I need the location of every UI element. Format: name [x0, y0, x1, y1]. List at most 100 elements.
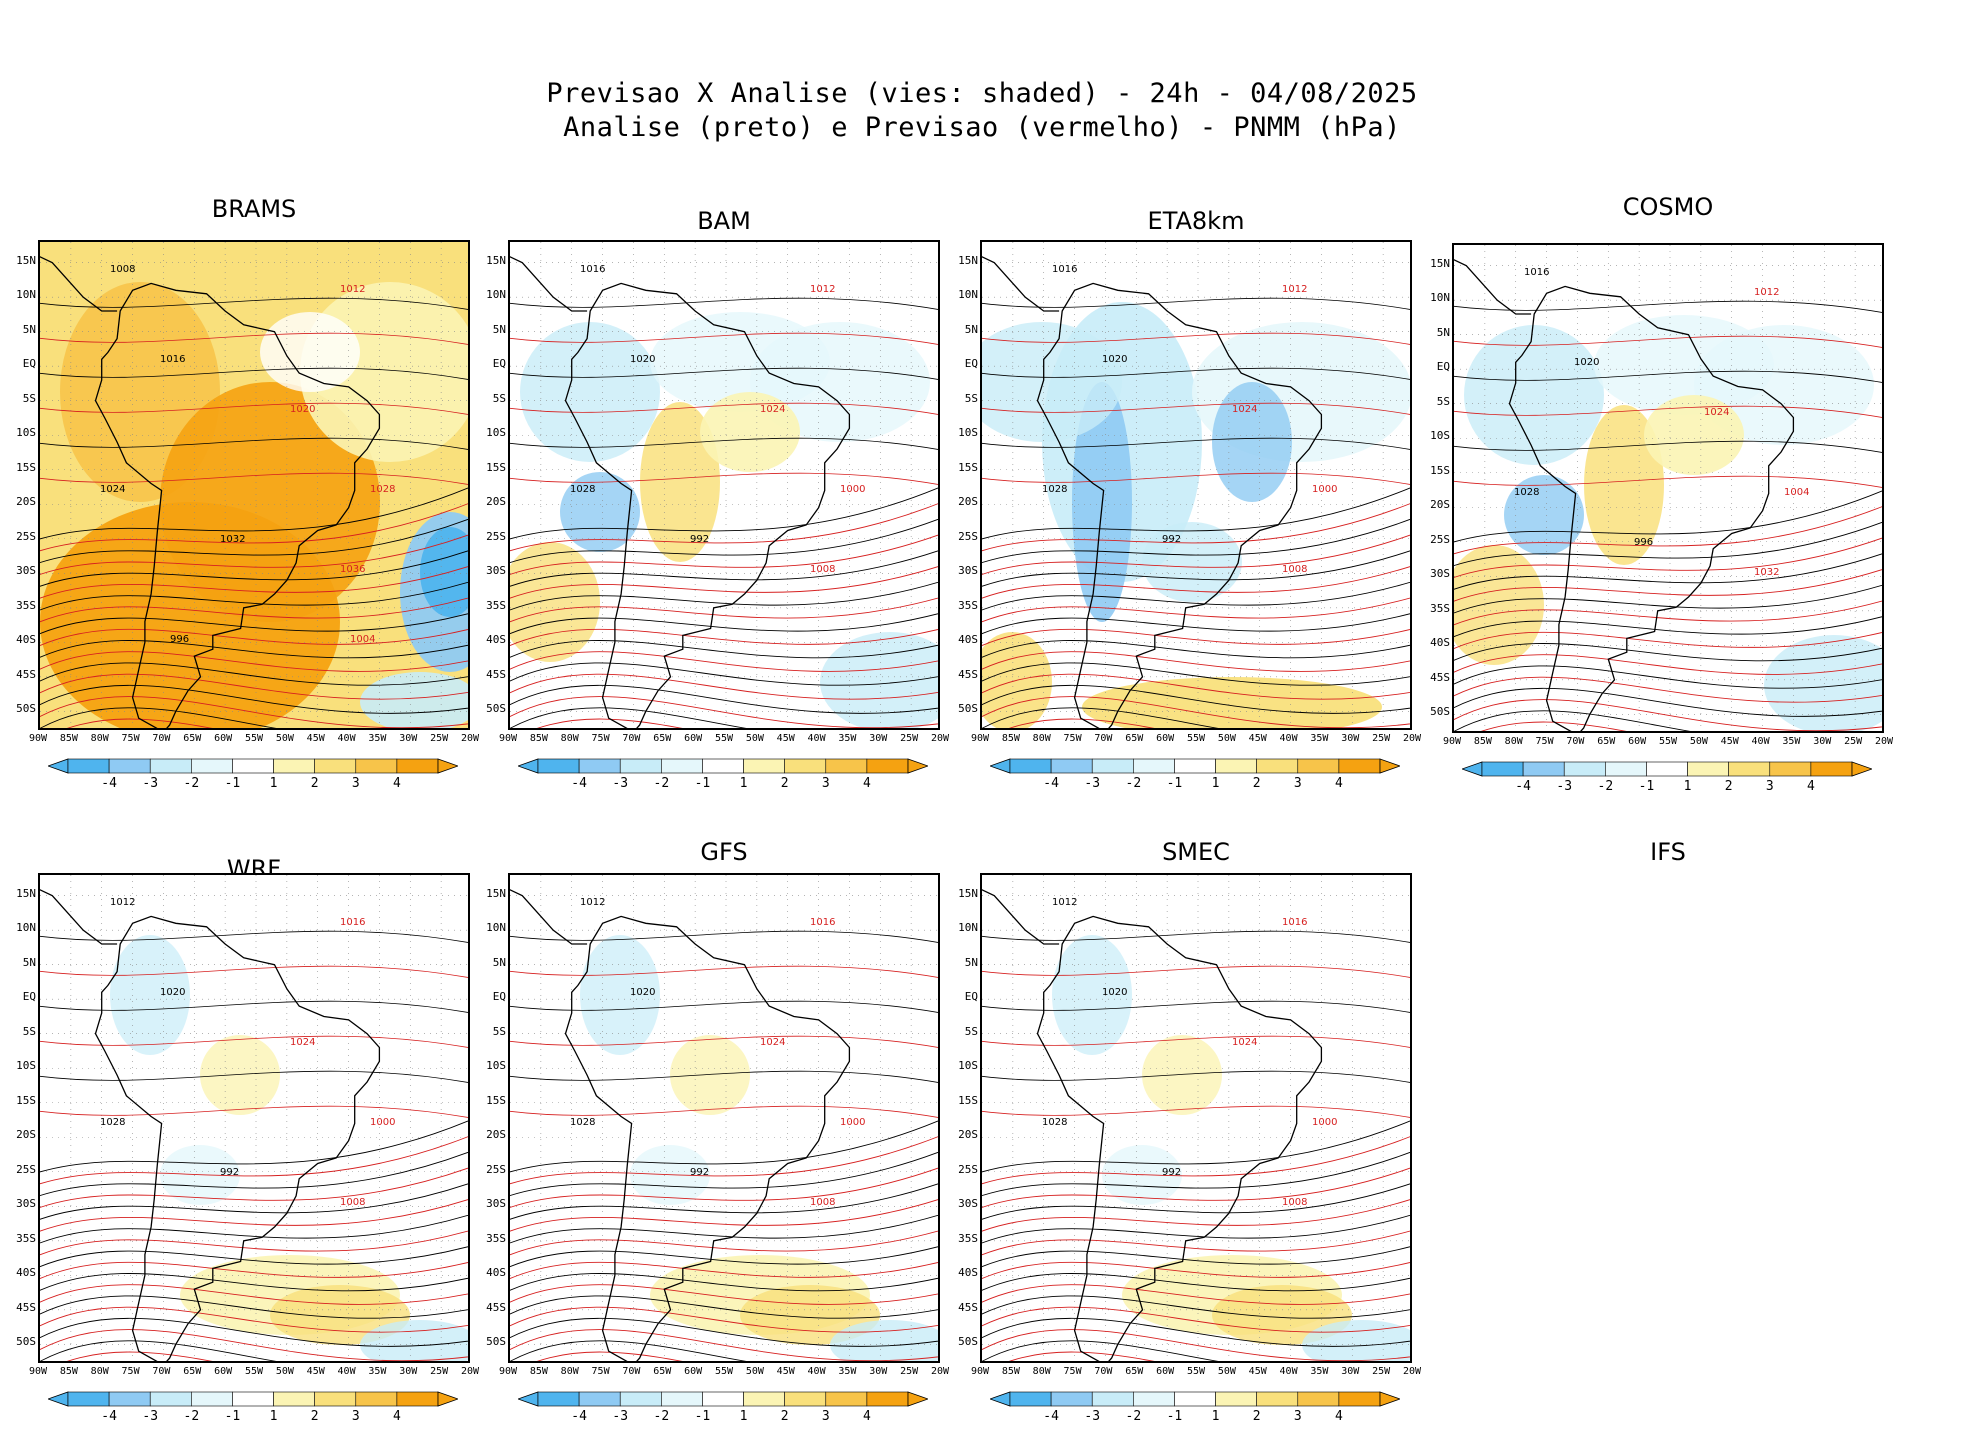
bias-patch — [670, 1035, 750, 1115]
lat-label: 30S — [958, 1197, 978, 1211]
lat-label: 50S — [1430, 705, 1450, 719]
isobar — [982, 613, 1410, 635]
colorbar-bin — [537, 1391, 580, 1407]
colorbar-arrow-left — [516, 1391, 539, 1407]
contour-label: 1016 — [580, 264, 605, 275]
bias-patch — [420, 527, 468, 617]
colorbar-bin — [743, 1391, 785, 1407]
isobar — [982, 696, 1410, 728]
contour-label: 1024 — [100, 484, 125, 495]
isobar — [40, 1214, 468, 1244]
contour-label: 1020 — [630, 354, 655, 365]
colorbar-label: -1 — [694, 776, 711, 791]
colorbar-bin — [1133, 1391, 1175, 1407]
lat-label: 15S — [958, 460, 978, 474]
lon-label: 40W — [1751, 736, 1770, 747]
isobar — [510, 1105, 938, 1118]
isobar — [40, 673, 468, 700]
colorbar-bin — [1338, 1391, 1381, 1407]
panel-smec-title: SMEC — [1162, 838, 1230, 866]
lon-label: 80W — [1032, 1366, 1051, 1377]
isobar — [982, 930, 1410, 943]
colorbar-bin — [67, 758, 110, 774]
contour-label: 1008 — [810, 564, 835, 575]
bias-patch — [1212, 382, 1292, 502]
lon-label: 40W — [807, 733, 826, 744]
contour-label: 1024 — [1704, 407, 1729, 418]
colorbar-arrow-left — [46, 758, 69, 774]
lat-label: 15S — [1430, 463, 1450, 477]
colorbar-label: -1 — [1166, 776, 1183, 791]
isobar — [510, 613, 938, 635]
contour-label: 1020 — [1574, 357, 1599, 368]
colorbar-arrow-right — [437, 758, 460, 774]
colorbar-label: 3 — [821, 776, 830, 791]
isobar — [1454, 687, 1882, 717]
colorbar-label: 2 — [780, 1409, 789, 1424]
contour-label: 1024 — [290, 1037, 315, 1048]
lon-label: 75W — [121, 1366, 140, 1377]
lon-label: 70W — [1094, 1366, 1113, 1377]
isobar — [510, 472, 938, 485]
lon-label: 50W — [275, 1366, 294, 1377]
contour-label: 1004 — [1784, 487, 1809, 498]
colorbar-label: 4 — [392, 776, 401, 791]
isobar — [982, 1246, 1410, 1268]
isobar — [537, 1351, 683, 1361]
lon-label: 45W — [776, 733, 795, 744]
isobar — [40, 1151, 468, 1197]
panel-cosmo-title: COSMO — [1622, 193, 1714, 221]
colorbar-bin — [1810, 761, 1853, 777]
panel-cosmo-bias-shading — [1454, 315, 1882, 731]
colorbar-label: 1 — [269, 1409, 278, 1424]
isobar — [40, 367, 468, 380]
lon-label: 40W — [337, 1366, 356, 1377]
lon-label: 35W — [838, 733, 857, 744]
colorbar-bin — [108, 1391, 151, 1407]
colorbar-arrow-right — [1379, 758, 1402, 774]
contour-label: 1028 — [1042, 484, 1067, 495]
colorbar-label: 3 — [1293, 776, 1302, 791]
colorbar-bin — [1563, 761, 1606, 777]
lat-label: 45S — [486, 1300, 506, 1314]
lon-label: 80W — [1504, 736, 1523, 747]
lon-label: 90W — [498, 1366, 518, 1377]
isobar — [1454, 568, 1882, 602]
lat-label: 10S — [16, 426, 36, 440]
colorbar-bin — [1338, 758, 1381, 774]
lat-label: 30S — [486, 564, 506, 578]
lon-label: 85W — [1001, 733, 1020, 744]
contour-label: 1008 — [1282, 1197, 1307, 1208]
colorbar-label: 3 — [351, 1409, 360, 1424]
contour-label: 1020 — [1102, 354, 1127, 365]
lon-label: 25W — [430, 1366, 449, 1377]
colorbar-bin — [1646, 761, 1688, 777]
colorbar-bin — [825, 1391, 868, 1407]
colorbar-arrow-right — [907, 758, 930, 774]
panel-cosmo-coastline — [1454, 259, 1795, 731]
lat-label: 25S — [958, 529, 978, 543]
panel-bam-gridlines — [510, 242, 938, 728]
lon-label: 30W — [399, 1366, 418, 1377]
lon-label: 45W — [776, 1366, 795, 1377]
lat-label: 50S — [486, 702, 506, 716]
contour-label: 1012 — [810, 284, 835, 295]
isobar — [1454, 405, 1882, 418]
colorbar-bin — [866, 758, 909, 774]
colorbar-label: 4 — [862, 776, 871, 791]
panel-cosmo-colorbar — [1460, 761, 1874, 781]
lat-label: 5S — [1436, 394, 1450, 408]
lat-label: 40S — [486, 1266, 506, 1280]
isobar — [40, 297, 468, 310]
isobar — [510, 487, 938, 540]
colorbar-bin — [1009, 1391, 1052, 1407]
isobar — [67, 718, 213, 728]
colorbar-bin — [578, 1391, 621, 1407]
lon-label: 50W — [745, 1366, 764, 1377]
lat-label: 15N — [486, 886, 506, 900]
colorbar-label: 2 — [780, 776, 789, 791]
isobar — [40, 487, 468, 540]
lon-label: 20W — [1402, 1366, 1422, 1377]
panel-brams-isobars — [40, 297, 468, 728]
lon-label: 40W — [337, 733, 356, 744]
